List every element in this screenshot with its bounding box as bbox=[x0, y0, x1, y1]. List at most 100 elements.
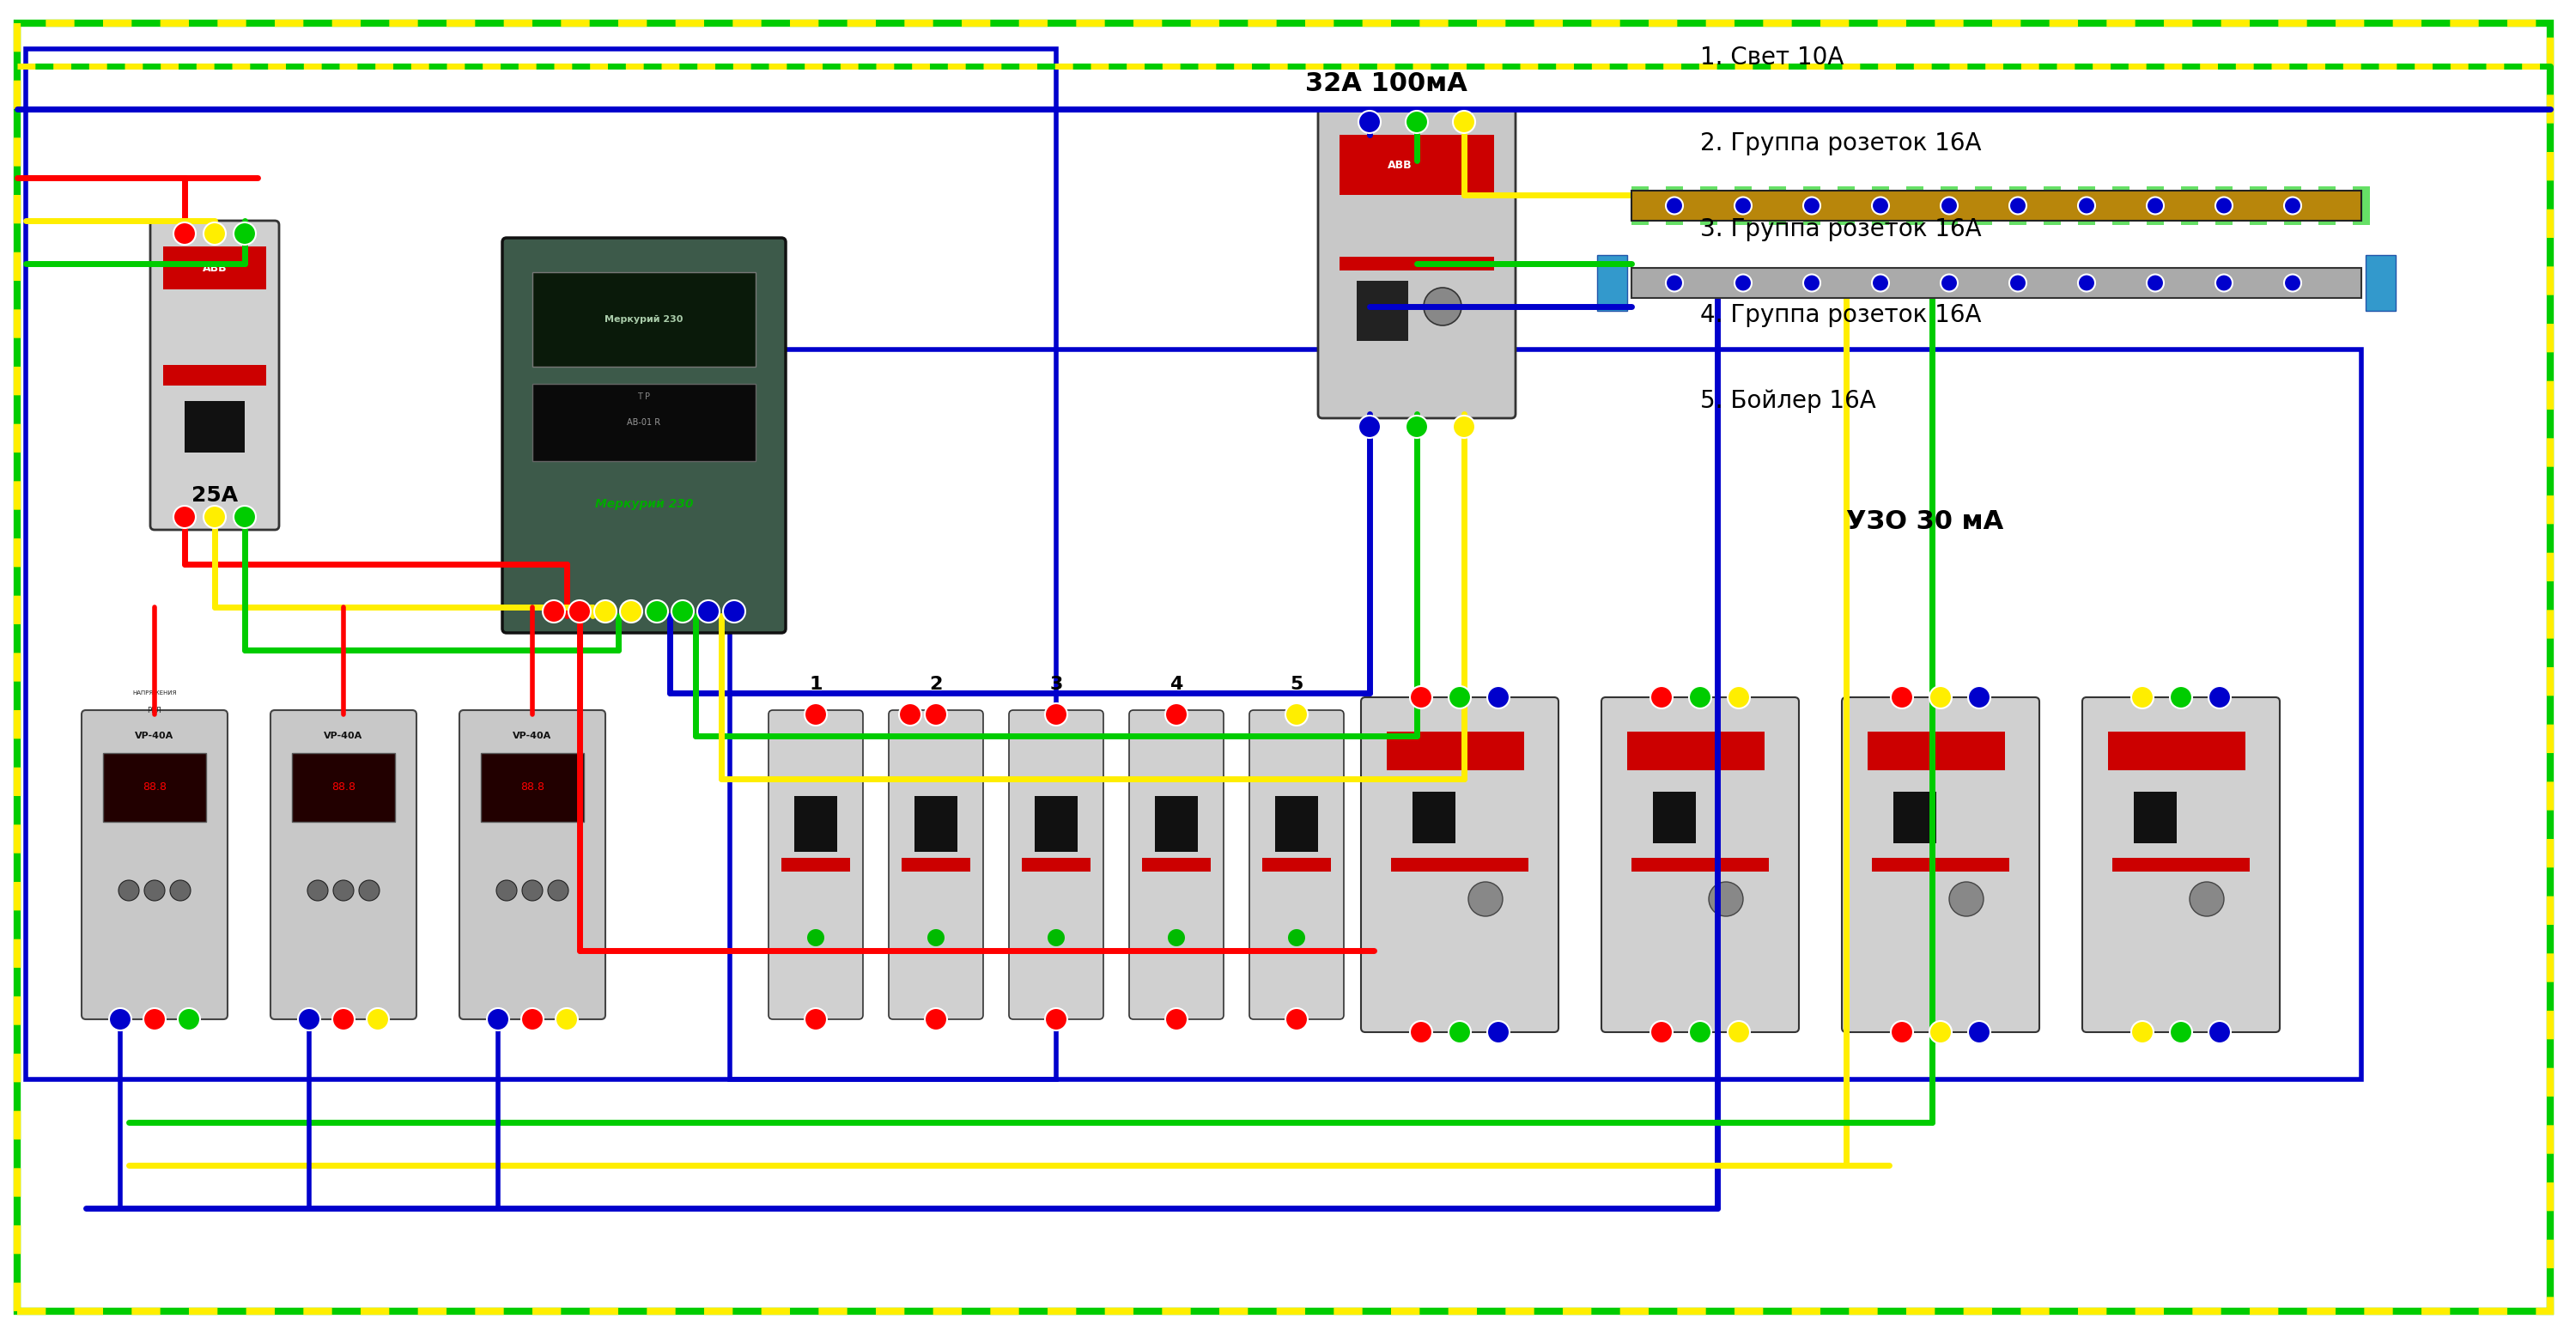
Circle shape bbox=[1929, 1021, 1953, 1043]
Circle shape bbox=[1409, 1021, 1432, 1043]
Circle shape bbox=[2208, 686, 2231, 709]
Bar bbox=[1770, 186, 1785, 225]
Bar bbox=[1262, 858, 1332, 872]
Bar bbox=[1391, 858, 1528, 872]
Circle shape bbox=[1950, 882, 1984, 916]
Bar bbox=[2215, 186, 2233, 225]
Circle shape bbox=[234, 222, 255, 245]
Circle shape bbox=[358, 880, 379, 901]
Circle shape bbox=[2208, 1021, 2231, 1043]
Circle shape bbox=[621, 600, 641, 623]
Circle shape bbox=[307, 880, 327, 901]
Circle shape bbox=[1651, 686, 1672, 709]
Circle shape bbox=[1891, 1021, 1914, 1043]
Circle shape bbox=[899, 703, 922, 726]
Bar bbox=[1803, 186, 1821, 225]
Circle shape bbox=[2146, 197, 2164, 214]
Text: ABB: ABB bbox=[1388, 159, 1412, 170]
Circle shape bbox=[2285, 197, 2300, 214]
Bar bbox=[162, 246, 265, 289]
Text: VP-40A: VP-40A bbox=[134, 731, 175, 741]
Bar bbox=[1976, 186, 1991, 225]
Circle shape bbox=[804, 703, 827, 726]
Circle shape bbox=[299, 1008, 319, 1031]
Circle shape bbox=[1873, 274, 1888, 291]
FancyBboxPatch shape bbox=[1249, 710, 1345, 1019]
Circle shape bbox=[724, 600, 744, 623]
Circle shape bbox=[1891, 686, 1914, 709]
Bar bbox=[793, 796, 837, 852]
Circle shape bbox=[2169, 1021, 2192, 1043]
FancyBboxPatch shape bbox=[270, 710, 417, 1019]
Circle shape bbox=[1728, 1021, 1749, 1043]
Circle shape bbox=[2146, 274, 2164, 291]
Bar bbox=[2112, 858, 2249, 872]
Circle shape bbox=[927, 929, 945, 947]
Bar bbox=[1734, 186, 1752, 225]
Circle shape bbox=[1285, 1008, 1309, 1031]
Text: Меркурий 230: Меркурий 230 bbox=[595, 499, 693, 511]
Circle shape bbox=[108, 1008, 131, 1031]
FancyBboxPatch shape bbox=[1128, 710, 1224, 1019]
Bar bbox=[1873, 186, 1888, 225]
Circle shape bbox=[1468, 882, 1502, 916]
Circle shape bbox=[1929, 686, 1953, 709]
Circle shape bbox=[234, 505, 255, 528]
Bar bbox=[185, 401, 245, 452]
Circle shape bbox=[556, 1008, 577, 1031]
Text: 88.8: 88.8 bbox=[142, 782, 167, 793]
Circle shape bbox=[1728, 686, 1749, 709]
Circle shape bbox=[1667, 274, 1682, 291]
Circle shape bbox=[2190, 882, 2223, 916]
Circle shape bbox=[925, 703, 948, 726]
Circle shape bbox=[595, 600, 616, 623]
FancyBboxPatch shape bbox=[502, 238, 786, 632]
Circle shape bbox=[2130, 1021, 2154, 1043]
Circle shape bbox=[1285, 703, 1309, 726]
Circle shape bbox=[178, 1008, 201, 1031]
Bar bbox=[1893, 792, 1937, 844]
Circle shape bbox=[1164, 703, 1188, 726]
Text: 1: 1 bbox=[809, 675, 822, 693]
Text: ABB: ABB bbox=[204, 262, 227, 274]
Circle shape bbox=[1409, 686, 1432, 709]
Circle shape bbox=[1425, 287, 1461, 325]
Circle shape bbox=[520, 1008, 544, 1031]
Bar bbox=[1412, 792, 1455, 844]
Circle shape bbox=[144, 1008, 165, 1031]
Text: 2: 2 bbox=[930, 675, 943, 693]
Circle shape bbox=[1734, 197, 1752, 214]
Circle shape bbox=[2009, 197, 2027, 214]
Circle shape bbox=[1167, 929, 1185, 947]
Bar bbox=[1667, 186, 1682, 225]
Circle shape bbox=[173, 505, 196, 528]
Bar bbox=[781, 858, 850, 872]
Text: 88.8: 88.8 bbox=[332, 782, 355, 793]
Circle shape bbox=[170, 880, 191, 901]
Circle shape bbox=[1448, 1021, 1471, 1043]
Circle shape bbox=[2215, 274, 2233, 291]
Text: 5: 5 bbox=[1291, 675, 1303, 693]
Circle shape bbox=[647, 600, 667, 623]
Circle shape bbox=[1486, 686, 1510, 709]
Circle shape bbox=[1873, 197, 1888, 214]
Bar bbox=[162, 365, 265, 385]
Bar bbox=[1700, 186, 1718, 225]
Circle shape bbox=[1803, 197, 1821, 214]
Circle shape bbox=[1968, 686, 1991, 709]
Bar bbox=[1358, 281, 1409, 341]
FancyBboxPatch shape bbox=[149, 221, 278, 529]
Circle shape bbox=[144, 880, 165, 901]
FancyBboxPatch shape bbox=[2081, 698, 2280, 1032]
Text: 3. Группа розеток 16A: 3. Группа розеток 16A bbox=[1700, 217, 1981, 241]
Bar bbox=[2079, 186, 2094, 225]
Circle shape bbox=[1968, 1021, 1991, 1043]
Text: НАПРЯЖЕНИЯ: НАПРЯЖЕНИЯ bbox=[131, 690, 178, 695]
Circle shape bbox=[2079, 274, 2094, 291]
Bar bbox=[2043, 186, 2061, 225]
Circle shape bbox=[332, 880, 353, 901]
Circle shape bbox=[497, 880, 518, 901]
Circle shape bbox=[1448, 686, 1471, 709]
Circle shape bbox=[806, 929, 824, 947]
Text: VP-40A: VP-40A bbox=[325, 731, 363, 741]
